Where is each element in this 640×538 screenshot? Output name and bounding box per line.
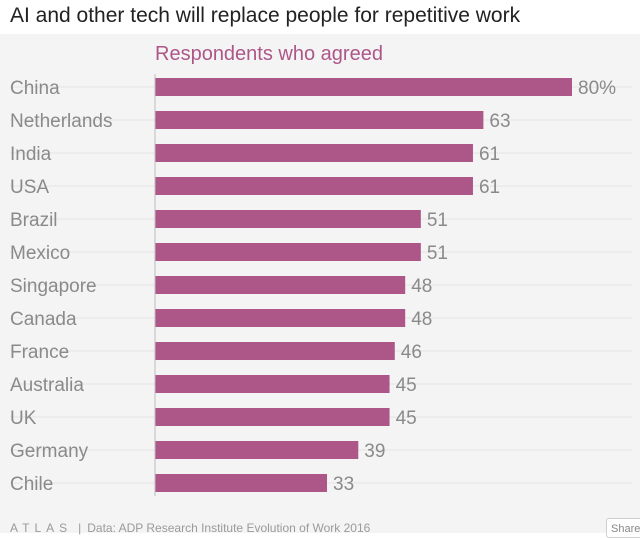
category-label: USA [10,177,49,198]
bar [155,144,473,162]
bar [155,309,406,327]
category-label: Netherlands [10,111,112,132]
bars: China 80% Netherlands 63 India 61 USA 61 Brazil 5… [10,78,616,495]
value-label: 51 [427,210,448,231]
value-label: 61 [479,144,500,165]
bar [155,342,395,360]
category-label: Germany [10,441,89,462]
bar [155,210,421,228]
value-label: 61 [479,177,500,198]
category-label: Singapore [10,276,97,297]
source-note: Data: ADP Research Institute Evolution o… [87,521,371,535]
bar [155,177,473,195]
bar [155,408,390,426]
category-label: Mexico [10,243,70,264]
value-label: 63 [489,111,510,132]
category-label: Canada [10,309,77,330]
category-label: UK [10,408,37,429]
value-label: 45 [396,375,417,396]
value-label: 39 [364,441,385,462]
footer-separator: | [78,521,82,535]
category-label: India [10,144,52,165]
value-label: 46 [401,342,422,363]
value-label: 45 [396,408,417,429]
chart-title: AI and other tech will replace people fo… [10,4,521,27]
bar [155,375,390,393]
share-button[interactable]: Share [606,518,640,538]
bar-chart: Respondents who agreed China 80% Netherlan… [10,43,632,496]
bar [155,243,421,261]
bar [155,111,484,129]
brand-logo: ATLAS [10,521,73,535]
category-label: Brazil [10,210,58,231]
bar [155,276,406,294]
bar [155,78,572,96]
bar [155,441,359,459]
value-label: 48 [411,309,432,330]
chart-subtitle: Respondents who agreed [155,43,383,65]
chart-panel: Respondents who agreed China 80% Netherlan… [0,34,640,533]
bar [155,474,328,492]
value-label: 51 [427,243,448,264]
category-label: France [10,342,69,363]
value-label: 80% [578,78,616,99]
value-label: 48 [411,276,432,297]
value-label: 33 [333,474,354,495]
category-label: Australia [10,375,84,396]
footer: ATLAS | Data: ADP Research Institute Evolu… [10,521,370,535]
category-label: Chile [10,474,53,495]
category-label: China [10,78,60,99]
